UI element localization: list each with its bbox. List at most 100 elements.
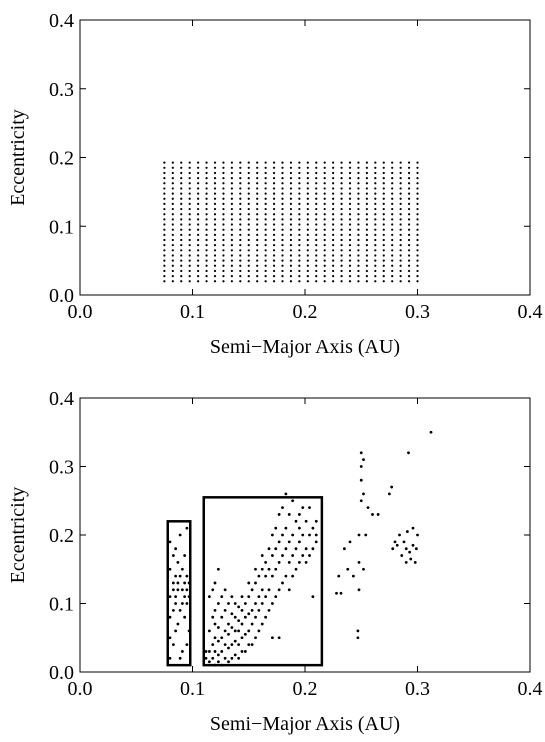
data-point (197, 259, 200, 262)
data-point (332, 274, 335, 278)
data-point (374, 264, 377, 267)
data-point (340, 197, 343, 200)
data-point (230, 259, 233, 262)
data-point (270, 574, 274, 578)
data-point (163, 207, 166, 211)
data-point (272, 213, 276, 216)
data-point (213, 254, 217, 257)
data-point (357, 264, 360, 267)
y-axis-label: Eccentricity (7, 109, 29, 206)
data-point (256, 238, 259, 242)
data-point (294, 547, 298, 551)
data-point (180, 161, 183, 164)
data-point (171, 166, 174, 169)
data-point (239, 213, 242, 216)
data-point (205, 192, 208, 195)
x-tick-label: 0.4 (518, 301, 543, 323)
data-point (357, 259, 360, 262)
data-point (256, 207, 259, 211)
data-point (298, 202, 301, 206)
data-point (357, 254, 360, 257)
data-point (315, 244, 318, 247)
data-point (188, 269, 191, 273)
data-point (359, 478, 363, 482)
data-point (382, 264, 385, 267)
data-point (213, 161, 217, 164)
data-point (284, 574, 288, 578)
data-point (180, 254, 183, 257)
data-point (185, 643, 189, 646)
data-point (416, 202, 419, 206)
data-point (239, 207, 242, 211)
data-point (391, 280, 394, 283)
data-point (357, 561, 361, 564)
data-point (230, 254, 233, 257)
data-point (399, 192, 402, 195)
y-axis-label: Eccentricity (7, 487, 29, 584)
data-point (332, 187, 335, 190)
data-point (402, 540, 406, 544)
data-point (323, 269, 326, 273)
data-point (284, 492, 288, 496)
data-point (213, 249, 217, 252)
data-point (374, 223, 377, 226)
data-point (348, 228, 352, 231)
data-point (239, 244, 242, 247)
data-point (289, 233, 293, 236)
data-point (323, 182, 326, 185)
data-point (197, 254, 200, 257)
data-point (180, 588, 184, 592)
data-point (197, 280, 200, 283)
data-point (163, 244, 166, 247)
data-point (340, 166, 343, 169)
data-point (270, 602, 274, 605)
data-point (256, 161, 259, 164)
data-point (247, 228, 250, 231)
data-point (171, 161, 174, 164)
data-point (171, 207, 174, 211)
data-point (272, 171, 276, 175)
data-point (205, 228, 208, 231)
x-axis-label: Semi−Major Axis (AU) (210, 713, 400, 735)
data-point (332, 244, 335, 247)
data-point (272, 207, 276, 211)
data-point (306, 269, 309, 273)
data-point (311, 547, 315, 551)
data-point (374, 207, 377, 211)
data-point (332, 192, 335, 195)
data-point (256, 202, 259, 206)
data-point (289, 280, 293, 283)
data-point (257, 595, 261, 599)
data-point (281, 249, 284, 252)
data-point (315, 171, 318, 175)
data-point (298, 264, 301, 267)
data-point (171, 254, 174, 257)
data-point (205, 171, 208, 175)
data-point (247, 213, 250, 216)
data-point (306, 280, 309, 283)
data-point (399, 228, 402, 231)
data-point (365, 197, 368, 200)
data-point (340, 274, 343, 278)
data-point (272, 259, 276, 262)
data-point (391, 269, 394, 273)
data-point (205, 264, 208, 267)
data-point (382, 182, 385, 185)
data-point (213, 187, 217, 190)
data-point (407, 233, 411, 236)
data-point (348, 182, 352, 185)
data-point (357, 202, 360, 206)
data-point (365, 228, 368, 231)
data-point (163, 259, 166, 262)
data-point (357, 213, 360, 216)
data-point (416, 182, 419, 185)
data-point (174, 602, 178, 605)
data-point (306, 182, 309, 185)
data-point (213, 274, 217, 278)
data-point (216, 602, 220, 605)
data-point (374, 182, 377, 185)
data-point (213, 264, 217, 267)
data-point (337, 574, 341, 578)
data-point (391, 182, 394, 185)
data-point (391, 249, 394, 252)
